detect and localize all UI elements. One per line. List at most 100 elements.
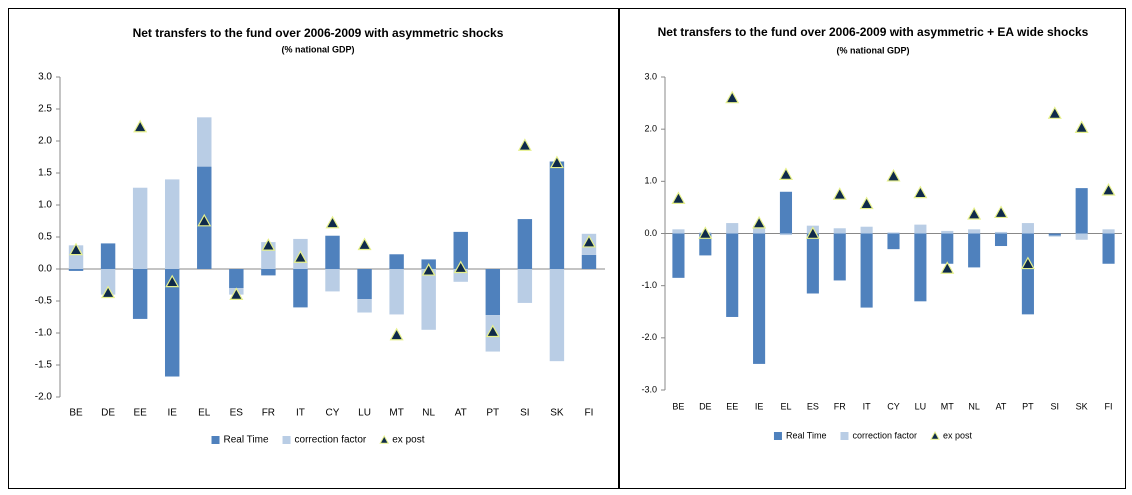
bar (1048, 233, 1061, 236)
y-tick-label: 2.0 (644, 124, 657, 134)
bar (726, 233, 739, 317)
y-tick-label: 1.0 (644, 176, 657, 186)
bar (68, 269, 84, 271)
legend-label: Real Time (224, 435, 269, 446)
bar (968, 229, 981, 234)
marker (859, 196, 874, 210)
marker (517, 138, 532, 151)
bar (941, 230, 954, 234)
bar (753, 233, 766, 364)
bar (132, 187, 148, 269)
legend-label: ex post (392, 435, 424, 446)
bar (581, 254, 597, 269)
bar (453, 231, 468, 269)
legend-label: correction factor (295, 435, 367, 446)
x-tick-label: PT (486, 408, 499, 419)
bar (779, 233, 793, 236)
bar (941, 233, 954, 264)
marker (581, 234, 596, 248)
bar (1048, 235, 1061, 237)
bar (100, 269, 116, 295)
bar (806, 233, 819, 294)
x-tick-label: AT (996, 401, 1007, 411)
marker (389, 327, 404, 341)
bar (197, 117, 212, 167)
marker (485, 324, 500, 338)
bar (132, 269, 148, 319)
legend-swatch (840, 432, 849, 440)
marker (261, 238, 276, 251)
bar (860, 226, 873, 234)
bar (517, 219, 533, 269)
marker (940, 261, 955, 274)
x-tick-label: BE (69, 408, 83, 419)
x-tick-label: IT (296, 408, 305, 419)
panel-border (619, 8, 1126, 489)
marker (229, 287, 244, 300)
bar (833, 228, 846, 234)
marker (101, 285, 116, 299)
x-tick-label: SK (1076, 401, 1088, 411)
marker (197, 213, 212, 227)
legend-label: correction factor (852, 430, 917, 440)
marker (1020, 256, 1035, 270)
marker (832, 187, 847, 200)
x-tick-label: ES (807, 401, 819, 411)
x-tick-label: CY (887, 401, 900, 411)
bar (994, 233, 1008, 247)
marker (698, 226, 713, 239)
bar (389, 269, 404, 315)
marker (1101, 182, 1116, 196)
bar (549, 269, 565, 362)
marker (453, 260, 468, 274)
marker (967, 206, 982, 220)
marker (886, 168, 901, 182)
marker (994, 205, 1009, 219)
x-tick-label: SI (1051, 401, 1060, 411)
y-tick-label: -3.0 (641, 384, 657, 394)
y-tick-label: 3.0 (644, 71, 657, 81)
marker (165, 274, 180, 288)
bar (1102, 233, 1115, 264)
chart-subtitle: (% national GDP) (281, 44, 354, 54)
bar (753, 225, 766, 234)
y-tick-label: -1.5 (35, 360, 53, 371)
bar (833, 233, 846, 281)
marker (778, 167, 793, 180)
marker (357, 237, 372, 251)
bar (1075, 233, 1088, 240)
y-tick-label: 2.0 (38, 136, 52, 147)
marker (549, 155, 564, 169)
bar (164, 269, 180, 377)
bar (164, 179, 180, 269)
bar (229, 269, 244, 289)
bar (421, 269, 436, 330)
chart-title: Net transfers to the fund over 2006-2009… (658, 25, 1089, 39)
x-tick-label: SI (520, 408, 529, 419)
y-tick-label: -1.0 (641, 280, 657, 290)
marker (1074, 120, 1089, 134)
marker (725, 90, 740, 104)
bar (699, 233, 712, 256)
y-tick-label: 0.0 (38, 264, 52, 275)
x-tick-label: DE (699, 401, 712, 411)
y-tick-label: 0.5 (38, 232, 52, 243)
x-tick-label: NL (968, 401, 980, 411)
x-tick-label: IT (863, 401, 872, 411)
y-tick-label: 1.5 (38, 168, 52, 179)
bar (860, 233, 873, 308)
marker (1047, 106, 1062, 119)
bar (549, 161, 565, 269)
x-tick-label: EE (726, 401, 738, 411)
y-tick-label: 3.0 (38, 72, 52, 83)
bar (1075, 188, 1088, 234)
bar (261, 269, 276, 276)
x-tick-label: PT (1022, 401, 1034, 411)
x-tick-label: LU (915, 401, 927, 411)
marker (293, 250, 308, 263)
y-tick-label: -2.0 (35, 392, 53, 403)
chart-subtitle: (% national GDP) (836, 45, 909, 55)
marker (913, 185, 928, 199)
y-tick-label: -0.5 (35, 296, 53, 307)
y-tick-label: 1.0 (38, 200, 52, 211)
